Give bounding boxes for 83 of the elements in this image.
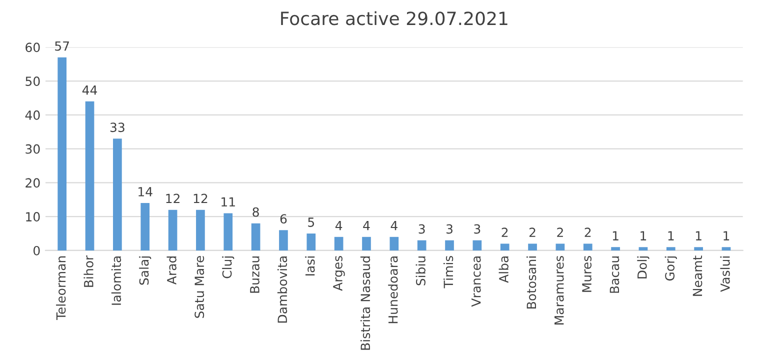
x-tick-label: Maramures xyxy=(554,256,564,325)
bar xyxy=(390,236,399,250)
x-tick-label: Bacau xyxy=(610,256,620,293)
data-label: 12 xyxy=(166,194,180,204)
data-label: 3 xyxy=(474,224,480,234)
bar xyxy=(638,247,648,250)
bar xyxy=(528,244,537,250)
x-tick-label: Dambovita xyxy=(277,256,288,323)
x-tick-label: Salaj xyxy=(139,256,152,285)
data-label: 2 xyxy=(584,228,591,237)
bar xyxy=(58,57,67,250)
x-tick-label: Gorj xyxy=(664,256,677,281)
data-label: 1 xyxy=(612,231,618,240)
bar xyxy=(251,223,260,250)
data-label: 1 xyxy=(696,231,702,240)
x-tick-label: Vrancea xyxy=(472,256,481,307)
y-tick-label: 20 xyxy=(26,178,40,188)
x-tick-label: Iasi xyxy=(305,256,315,276)
x-tick-label: Dolj xyxy=(637,256,650,278)
x-tick-label: Bistrita Nasaud xyxy=(360,256,370,350)
x-tick-label: Mures xyxy=(582,256,592,292)
x-tick-label: Satu Mare xyxy=(194,256,204,318)
bar xyxy=(168,210,178,250)
y-tick-label: 50 xyxy=(26,76,40,86)
x-tick-label: Botosani xyxy=(526,256,536,308)
x-tick-label: Timis xyxy=(443,256,454,288)
bar xyxy=(500,244,510,250)
bar xyxy=(113,138,122,250)
bar xyxy=(196,210,205,250)
bar xyxy=(306,234,316,250)
y-tick-label: 60 xyxy=(26,42,40,52)
x-tick-label: Alba xyxy=(498,256,508,283)
x-tick-label: Buzau xyxy=(250,256,260,293)
data-label: 14 xyxy=(138,187,152,196)
bar xyxy=(556,244,565,250)
bar xyxy=(224,213,233,250)
x-tick-label: Arad xyxy=(166,256,176,285)
bar xyxy=(694,247,703,250)
bar xyxy=(85,101,94,250)
y-tick-label: 0 xyxy=(33,246,40,256)
bar xyxy=(279,230,288,250)
y-tick-label: 30 xyxy=(26,144,40,154)
data-label: 57 xyxy=(55,41,69,51)
x-tick-label: Bihor xyxy=(84,255,94,287)
x-tick-label: Hunedoara xyxy=(388,256,398,324)
data-label: 12 xyxy=(194,194,208,204)
data-label: 6 xyxy=(280,214,287,224)
y-tick-label: 40 xyxy=(25,110,40,120)
data-label: 1 xyxy=(668,231,674,240)
data-label: 1 xyxy=(724,231,730,240)
chart-title: Focare active 29.07.2021 xyxy=(281,11,508,26)
data-label: 3 xyxy=(418,224,425,234)
data-label: 1 xyxy=(640,231,646,240)
data-label: 2 xyxy=(529,228,536,237)
bar xyxy=(334,236,344,250)
bar xyxy=(472,240,482,250)
bar xyxy=(362,236,371,250)
data-label: 3 xyxy=(446,224,452,234)
data-label: 8 xyxy=(252,207,259,217)
bar xyxy=(666,247,676,250)
bar xyxy=(611,247,620,250)
x-tick-label: Ialomita xyxy=(111,256,122,305)
data-label: 4 xyxy=(390,221,398,230)
bar xyxy=(445,240,454,250)
bar xyxy=(583,244,592,250)
y-tick-label: 10 xyxy=(26,212,40,222)
bar xyxy=(140,203,150,250)
data-label: 5 xyxy=(308,218,314,227)
data-label: 33 xyxy=(110,122,124,132)
x-tick-label: Arges xyxy=(333,256,345,291)
data-label: 4 xyxy=(363,221,370,230)
data-label: 44 xyxy=(82,86,98,95)
x-tick-label: Teleorman xyxy=(56,256,66,320)
data-label: 4 xyxy=(335,221,342,230)
data-label: 2 xyxy=(502,228,508,237)
data-label: 2 xyxy=(557,228,563,237)
bar xyxy=(722,247,731,250)
data-label: 11 xyxy=(222,197,235,206)
x-tick-label: Sibiu xyxy=(416,256,426,286)
x-tick-label: Cluj xyxy=(222,256,234,278)
x-tick-label: Vaslui xyxy=(720,256,730,292)
bar xyxy=(417,240,426,250)
x-tick-label: Neamt xyxy=(692,256,702,296)
